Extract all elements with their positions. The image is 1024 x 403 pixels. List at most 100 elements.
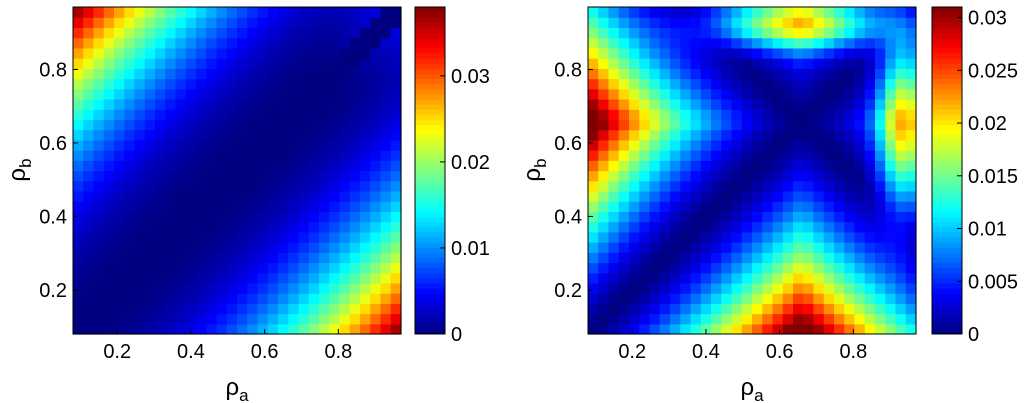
heatmap-1-cell (339, 282, 351, 294)
heatmap-2-cell (618, 139, 630, 151)
heatmap-2-cell (813, 272, 825, 284)
heatmap-2-cell (608, 262, 620, 274)
heatmap-2-cell (659, 37, 671, 49)
heatmap-2-cell (588, 211, 599, 223)
colorbar-2-swatch (932, 37, 962, 44)
heatmap-1-cell (226, 88, 238, 100)
heatmap-2-cell (834, 252, 845, 264)
heatmap-1-cell (73, 98, 84, 110)
heatmap-2-cell (731, 282, 743, 294)
heatmap-2-cell (659, 88, 671, 100)
heatmap-1-cell (134, 17, 146, 29)
heatmap-2-cell (875, 190, 886, 202)
heatmap-1-cell (380, 282, 392, 294)
heatmap-2-cell (813, 68, 825, 80)
heatmap-1-cell (144, 58, 156, 69)
colorbar-1-swatch (415, 58, 445, 64)
heatmap-1-cell (360, 293, 371, 304)
heatmap-1-cell (278, 170, 289, 182)
heatmap-1-cell (288, 160, 300, 172)
heatmap-1-cell (144, 129, 156, 141)
heatmap-2-cell (813, 323, 825, 335)
heatmap-2-cell (639, 252, 651, 264)
heatmap-1-cell (134, 58, 146, 69)
heatmap-2-cell (875, 282, 886, 294)
heatmap-1-cell (175, 242, 187, 253)
heatmap-1-cell (196, 272, 207, 284)
heatmap-2-cell (752, 150, 763, 161)
heatmap-1-cell (257, 47, 269, 59)
heatmap-1-cell (185, 242, 197, 253)
heatmap-2-cell (803, 88, 815, 100)
y-tick-label: 0.4 (39, 206, 67, 228)
heatmap-1-cell (267, 201, 279, 212)
heatmap-1-cell (114, 211, 125, 223)
heatmap-2-cell (895, 88, 907, 100)
heatmap-1-cell (93, 221, 105, 233)
heatmap-1-cell (124, 211, 136, 223)
heatmap-2-cell (885, 139, 897, 151)
heatmap-1-cell (329, 58, 341, 69)
heatmap-2-cell (864, 303, 876, 315)
heatmap-1-cell (370, 262, 382, 274)
heatmap-2-cell (844, 303, 856, 315)
heatmap-2-cell (690, 262, 702, 274)
heatmap-2-cell (700, 262, 712, 274)
heatmap-1-cell (247, 252, 259, 264)
heatmap-2-cell (639, 201, 651, 212)
heatmap-2-cell (588, 170, 599, 182)
heatmap-2-cell (752, 17, 763, 29)
heatmap-1-cell (185, 190, 197, 202)
heatmap-1-cells (73, 7, 402, 335)
heatmap-2-cell (905, 313, 917, 325)
heatmap-1-cell (237, 58, 248, 69)
heatmap-1-cell (329, 272, 341, 284)
heatmap-2-cell (793, 37, 804, 49)
heatmap-1-cell (329, 109, 341, 121)
heatmap-2-cell (885, 47, 897, 59)
heatmap-2-cell (690, 201, 702, 212)
heatmap-1-cell (103, 37, 115, 49)
heatmap-2-cell (649, 211, 661, 223)
heatmap-1-cell (226, 58, 238, 69)
heatmap-1-cell (165, 323, 177, 335)
heatmap-1-cell (206, 323, 218, 335)
heatmap-1-cell (247, 139, 259, 151)
heatmap-2-cell (905, 293, 917, 304)
heatmap-2-cell (844, 98, 856, 110)
heatmap-2-cell (834, 190, 845, 202)
heatmap-2-cell (803, 293, 815, 304)
heatmap-1-cell (185, 170, 197, 182)
heatmap-1-cell (124, 129, 136, 141)
heatmap-2-cell (803, 231, 815, 243)
heatmap-2-cell (670, 150, 681, 161)
heatmap-2-cell (608, 323, 620, 335)
heatmap-2-cell (844, 150, 856, 161)
heatmap-2-cell (700, 150, 712, 161)
colorbar-1-swatch (415, 293, 445, 299)
heatmap-2-cell (762, 47, 774, 59)
heatmap-1-cell (185, 293, 197, 304)
heatmap-1-cell (288, 180, 300, 192)
heatmap-2-cell (793, 150, 804, 161)
heatmap-2-cell (700, 129, 712, 141)
heatmap-1-cell (257, 323, 269, 335)
colorbar-1-swatch (415, 12, 445, 18)
heatmap-1-cell (339, 7, 351, 18)
heatmap-1-cell (93, 160, 105, 172)
heatmap-1-cell (370, 37, 382, 49)
heatmap-1-cell (196, 109, 207, 121)
colorbar-1-swatch (415, 298, 445, 304)
heatmap-1-cell (185, 109, 197, 121)
heatmap-2-cell (598, 180, 610, 192)
heatmap-1-cell (237, 323, 248, 335)
heatmap-2-cell (649, 68, 661, 80)
heatmap-1-cell (237, 303, 248, 315)
heatmap-1-cell (103, 170, 115, 182)
heatmap-1-cell (237, 98, 248, 110)
heatmap-1-cell (114, 139, 125, 151)
heatmap-1-cell (114, 221, 125, 233)
heatmap-2-cell (844, 139, 856, 151)
heatmap-2-cell (711, 242, 722, 253)
heatmap-2-cell (680, 180, 692, 192)
